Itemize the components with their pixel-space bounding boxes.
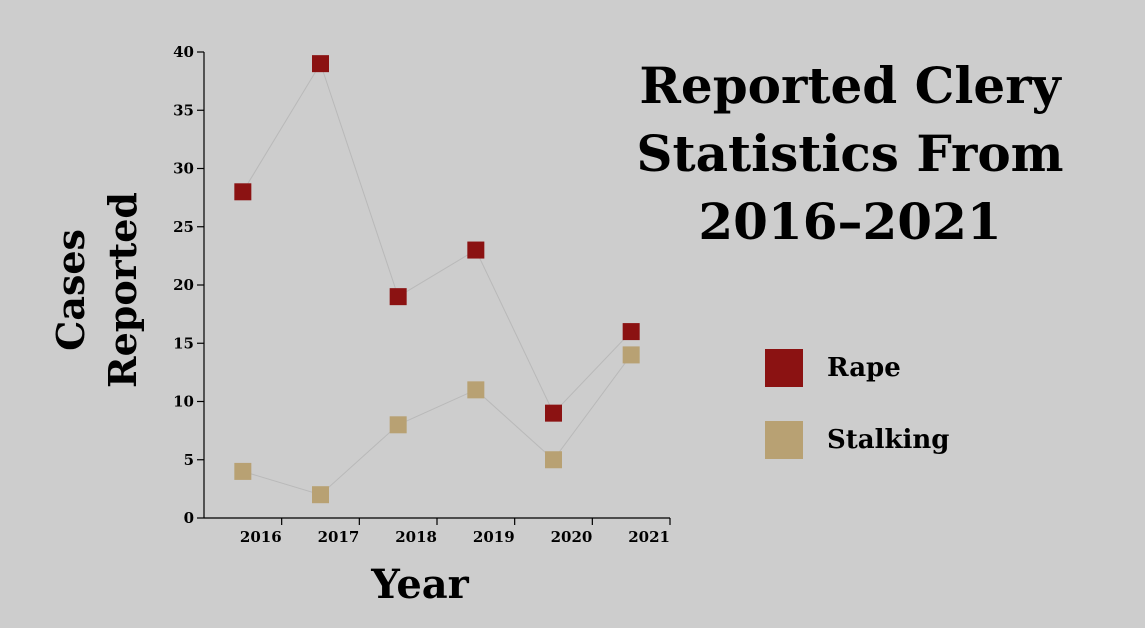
marker-stalking [545, 451, 562, 469]
marker-stalking [467, 381, 485, 399]
marker-rape [467, 241, 485, 259]
legend-swatch-rape [765, 349, 803, 387]
y-tick-label: 0 [184, 509, 194, 527]
marker-rape [545, 404, 562, 422]
y-tick-label: 10 [173, 393, 194, 411]
marker-stalking [389, 416, 407, 434]
marker-rape [234, 183, 252, 201]
x-tick-label: 2019 [473, 528, 515, 546]
y-axis-title-line-2: Reported [100, 192, 145, 388]
marker-rape [389, 288, 407, 306]
legend-label-rape: Rape [827, 353, 901, 383]
x-tick-label: 2020 [551, 528, 593, 546]
x-tick-label: 2017 [318, 528, 360, 546]
y-tick-label: 15 [173, 334, 194, 352]
legend-item-rape: Rape [765, 348, 949, 388]
x-axis-title: Year [370, 561, 469, 608]
legend-item-stalking: Stalking [765, 420, 949, 460]
legend-label-stalking: Stalking [827, 425, 950, 455]
data-markers [234, 55, 640, 504]
axes: 0 5 10 15 20 25 30 35 40 2016 2017 2018 2019 2020 2021 [173, 43, 671, 546]
y-tick-label: 25 [173, 218, 194, 236]
marker-stalking [312, 486, 329, 504]
y-tick-label: 20 [173, 276, 194, 294]
legend: Rape Stalking [765, 348, 949, 492]
marker-rape [312, 55, 329, 73]
x-tick-label: 2018 [395, 528, 437, 546]
series-line-stalking [242, 354, 632, 496]
series-lines [242, 62, 632, 496]
y-axis-title: Cases Reported [48, 192, 145, 388]
y-tick-label: 5 [184, 451, 194, 469]
chart-title: Reported Clery Statistics From 2016–2021 [636, 56, 1064, 251]
y-tick-label: 40 [173, 43, 194, 61]
y-tick-label: 35 [173, 101, 194, 119]
y-tick-label: 30 [173, 160, 194, 178]
series-line-rape [242, 62, 632, 415]
x-tick-label: 2021 [628, 528, 670, 546]
marker-stalking [234, 462, 252, 480]
marker-stalking [622, 346, 640, 364]
y-axis-title-line-1: Cases [48, 229, 93, 351]
legend-swatch-stalking [765, 421, 803, 459]
marker-rape [622, 323, 640, 341]
x-tick-label: 2016 [240, 528, 282, 546]
